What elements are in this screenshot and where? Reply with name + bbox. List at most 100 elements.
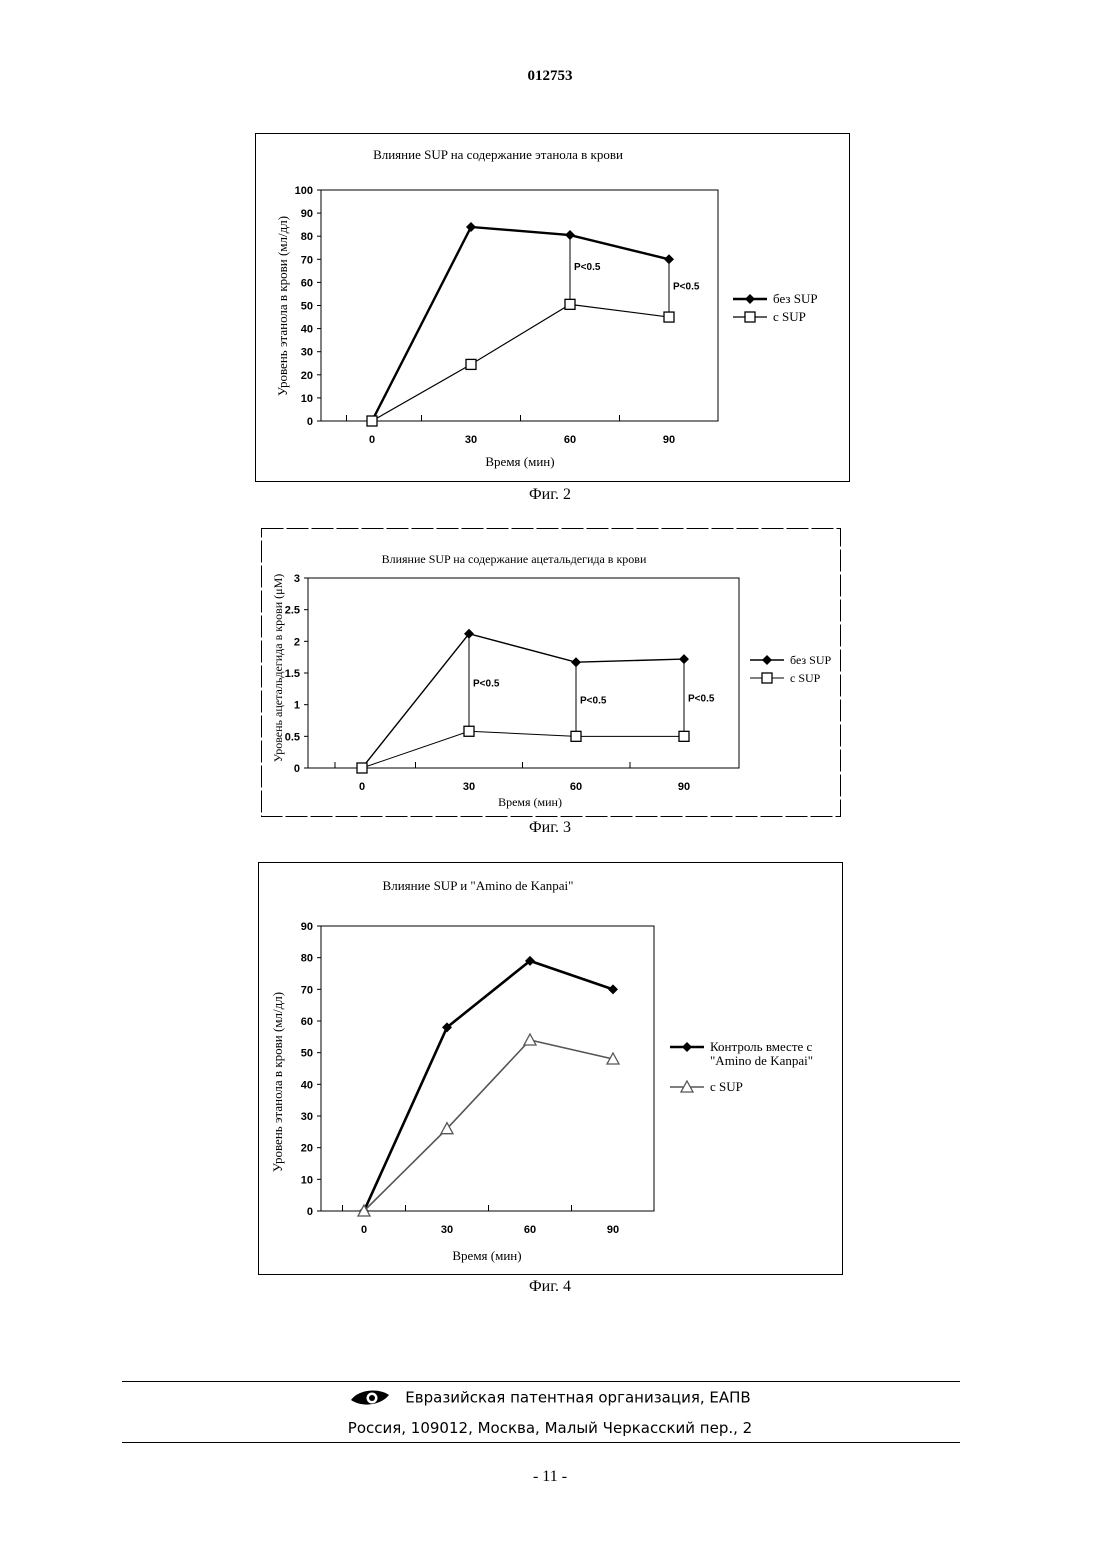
chart-title: Влияние SUP на содержание этанола в кров… [373,147,623,162]
footer-bottom-rule [122,1442,960,1443]
figure-4-caption: Фиг. 4 [0,1278,1100,1296]
figure-2-chart: Влияние SUP на содержание этанола в кров… [255,133,851,483]
y-tick-label: 30 [301,1111,313,1123]
data-point-0-2 [565,230,575,240]
x-axis-label: Время (мин) [498,795,562,809]
chart-title: Влияние SUP и "Amino de Kanpai" [383,878,574,893]
y-tick-label: 20 [301,370,313,382]
x-tick-label: 0 [369,434,375,446]
y-tick-label: 2.5 [285,605,300,617]
significance-label: P<0.5 [673,281,700,292]
data-point-1-0 [367,416,377,426]
data-point-0-3 [664,254,674,264]
y-tick-label: 20 [301,1143,313,1155]
chart-title: Влияние SUP на содержание ацетальдегида … [382,552,647,566]
x-tick-label: 60 [524,1224,536,1236]
y-tick-label: 0 [294,763,300,775]
legend-label: Контроль вместе с [710,1039,813,1054]
legend-marker [762,655,772,665]
y-tick-label: 60 [301,1016,313,1028]
y-tick-label: 10 [301,1174,313,1186]
y-tick-label: 90 [301,921,313,933]
significance-label: P<0.5 [574,262,601,273]
footer-top-rule [122,1381,960,1382]
figure-2-caption: Фиг. 2 [0,486,1100,504]
legend-label: с SUP [790,671,821,685]
y-tick-label: 2 [294,636,300,648]
legend-marker [682,1042,692,1052]
data-point-1-3 [664,312,674,322]
y-axis-label: Уровень ацетальдегида в крови (μM) [271,574,285,763]
chart-frame [259,863,843,1275]
document-number: 012753 [0,68,1100,85]
data-point-1-2 [571,731,581,741]
data-point-1-2 [524,1034,536,1045]
legend-marker [745,312,755,322]
data-point-0-2 [571,657,581,667]
legend-label: с SUP [773,309,806,324]
x-tick-label: 30 [441,1224,453,1236]
y-tick-label: 70 [301,984,313,996]
y-tick-label: 0 [307,1206,313,1218]
plot-area [321,190,718,421]
eye-logo-icon [349,1387,391,1409]
figure-3-chart: Влияние SUP на содержание ацетальдегида … [261,528,842,818]
y-tick-label: 70 [301,254,313,266]
y-axis-label: Уровень этанола в крови (мл/дл) [270,992,285,1172]
x-tick-label: 60 [570,781,582,793]
page-number: - 11 - [0,1468,1100,1486]
y-tick-label: 90 [301,208,313,220]
legend-marker [762,673,772,683]
figure-3-caption: Фиг. 3 [0,819,1100,837]
y-tick-label: 30 [301,347,313,359]
y-tick-label: 60 [301,277,313,289]
legend-label: "Amino de Kanpai" [710,1053,813,1068]
footer-org: Евразийская патентная организация, ЕАПВ [405,1389,750,1407]
x-tick-label: 60 [564,434,576,446]
x-tick-label: 90 [607,1224,619,1236]
y-tick-label: 1 [294,700,300,712]
legend-label: без SUP [790,653,832,667]
x-axis-label: Время (мин) [485,454,554,469]
data-point-0-3 [679,654,689,664]
y-tick-label: 50 [301,1048,313,1060]
series-line-0 [362,634,684,768]
x-tick-label: 30 [465,434,477,446]
plot-area [308,578,739,768]
data-point-1-2 [565,299,575,309]
significance-label: P<0.5 [580,695,607,706]
chart-frame [262,529,841,817]
y-axis-label: Уровень этанола в крови (мл/дл) [275,216,290,396]
y-tick-label: 3 [294,573,300,585]
data-point-1-1 [464,726,474,736]
series-line-0 [372,227,669,421]
significance-label: P<0.5 [473,679,500,690]
chart-frame [256,134,850,482]
y-tick-label: 1.5 [285,668,300,680]
y-tick-label: 50 [301,301,313,313]
significance-label: P<0.5 [688,694,715,705]
plot-area [321,926,654,1211]
x-tick-label: 90 [678,781,690,793]
x-axis-label: Время (мин) [452,1248,521,1263]
data-point-1-3 [679,731,689,741]
y-tick-label: 80 [301,231,313,243]
y-tick-label: 40 [301,1079,313,1091]
x-tick-label: 0 [359,781,365,793]
y-tick-label: 40 [301,324,313,336]
y-tick-label: 100 [295,185,313,197]
data-point-1-0 [357,763,367,773]
y-tick-label: 80 [301,953,313,965]
y-tick-label: 0.5 [285,731,300,743]
series-line-1 [372,304,669,421]
y-tick-label: 0 [307,416,313,428]
x-tick-label: 90 [663,434,675,446]
figure-4-chart: Влияние SUP и "Amino de Kanpai" 0 10 20 30 4… [258,862,844,1276]
footer-org-line: Евразийская патентная организация, ЕАПВ [0,1387,1100,1409]
data-point-1-1 [466,359,476,369]
footer-address: Россия, 109012, Москва, Малый Черкасский… [0,1419,1100,1437]
legend-marker [745,294,755,304]
legend-label: с SUP [710,1079,743,1094]
legend-label: без SUP [773,291,818,306]
data-point-0-1 [466,222,476,232]
